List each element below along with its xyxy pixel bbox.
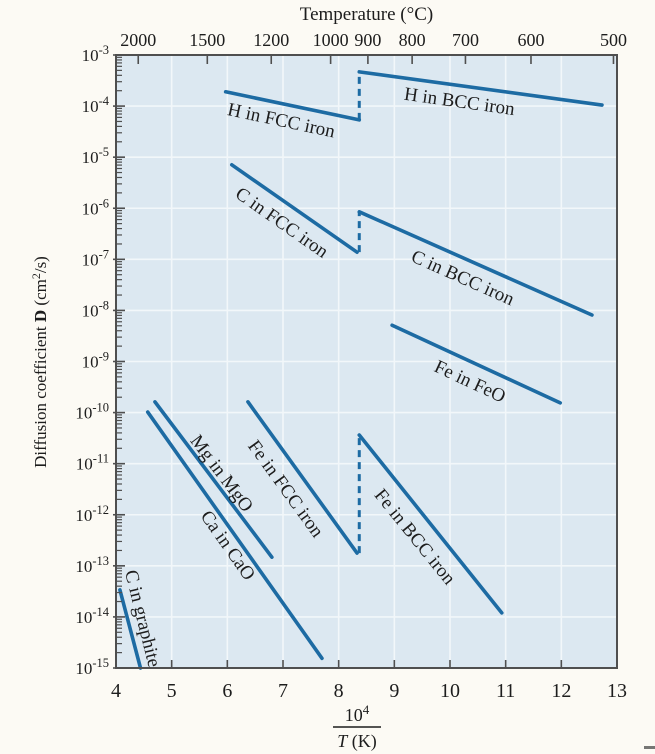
y-axis-tick-labels: 10-3 10-4 10-5 10-6 10-7 10-8 10-9 10-10 10-11 10… [75, 43, 109, 678]
temperature-axis-title: Temperature (°C) [300, 4, 433, 25]
y-axis-title: Diffusion coefficient D (cm2/s) [29, 256, 50, 468]
series-line-ca-in-cao [145, 410, 324, 661]
x-tick-label: 8 [334, 680, 344, 702]
x-tick-label: 7 [278, 680, 288, 702]
axis-ticks [113, 54, 618, 669]
x-tick-label: 13 [607, 680, 627, 702]
series-line-h-in-bcc-iron [357, 70, 604, 107]
x-axis-title-numerator: 104 [345, 702, 370, 725]
series-line-c-in-bcc-iron [357, 210, 594, 317]
y-tick-label: 10-8 [82, 298, 109, 320]
series-lines [118, 70, 604, 670]
temperature-tick-label: 1500 [189, 30, 225, 50]
y-tick-label: 10-12 [75, 503, 109, 525]
series-line-fe-in-fcc-iron [246, 400, 359, 555]
y-tick-label: 10-15 [75, 656, 109, 678]
gridlines [116, 55, 617, 668]
x-tick-label: 6 [222, 680, 232, 702]
temperature-tick-label: 500 [600, 30, 627, 50]
page-corner-artifact [644, 746, 655, 749]
x-tick-label: 12 [551, 680, 571, 702]
x-axis-title: 104 T (K) [333, 702, 381, 752]
x-tick-label: 5 [167, 680, 177, 702]
y-tick-label: 10-5 [82, 145, 109, 167]
temperature-axis-tick-labels: 2000 1500 1200 1000 900 800 700 600 500 [120, 30, 627, 50]
x-tick-label: 4 [111, 680, 121, 702]
series-line-c-in-graphite [118, 588, 143, 670]
y-tick-label: 10-7 [82, 247, 109, 269]
y-tick-label: 10-3 [82, 43, 109, 65]
series-line-mg-in-mgo [153, 400, 274, 559]
x-axis-title-denominator: T (K) [337, 731, 377, 752]
y-tick-label: 10-6 [82, 196, 109, 218]
temperature-tick-label: 700 [452, 30, 479, 50]
temperature-tick-label: 1000 [313, 30, 349, 50]
y-tick-label: 10-13 [75, 554, 109, 576]
x-axis-tick-labels: 4 5 6 7 8 9 10 11 12 13 [111, 680, 627, 702]
y-tick-label: 10-11 [76, 452, 109, 474]
y-tick-label: 10-9 [82, 350, 109, 372]
y-tick-label: 10-14 [75, 605, 109, 627]
series-line-fe-in-feo [390, 323, 563, 405]
y-tick-label: 10-4 [82, 94, 110, 116]
x-tick-label: 9 [389, 680, 399, 702]
temperature-tick-label: 2000 [120, 30, 156, 50]
temperature-tick-label: 800 [399, 30, 426, 50]
x-tick-label: 10 [440, 680, 460, 702]
series-line-h-in-fcc-iron [223, 89, 362, 122]
temperature-tick-label: 1200 [253, 30, 289, 50]
series-line-fe-in-bcc-iron [357, 433, 504, 615]
series-line-c-in-fcc-iron [229, 163, 359, 254]
temperature-tick-label: 900 [354, 30, 381, 50]
x-tick-label: 11 [496, 680, 515, 702]
y-tick-label: 10-10 [75, 401, 109, 423]
temperature-tick-label: 600 [517, 30, 544, 50]
